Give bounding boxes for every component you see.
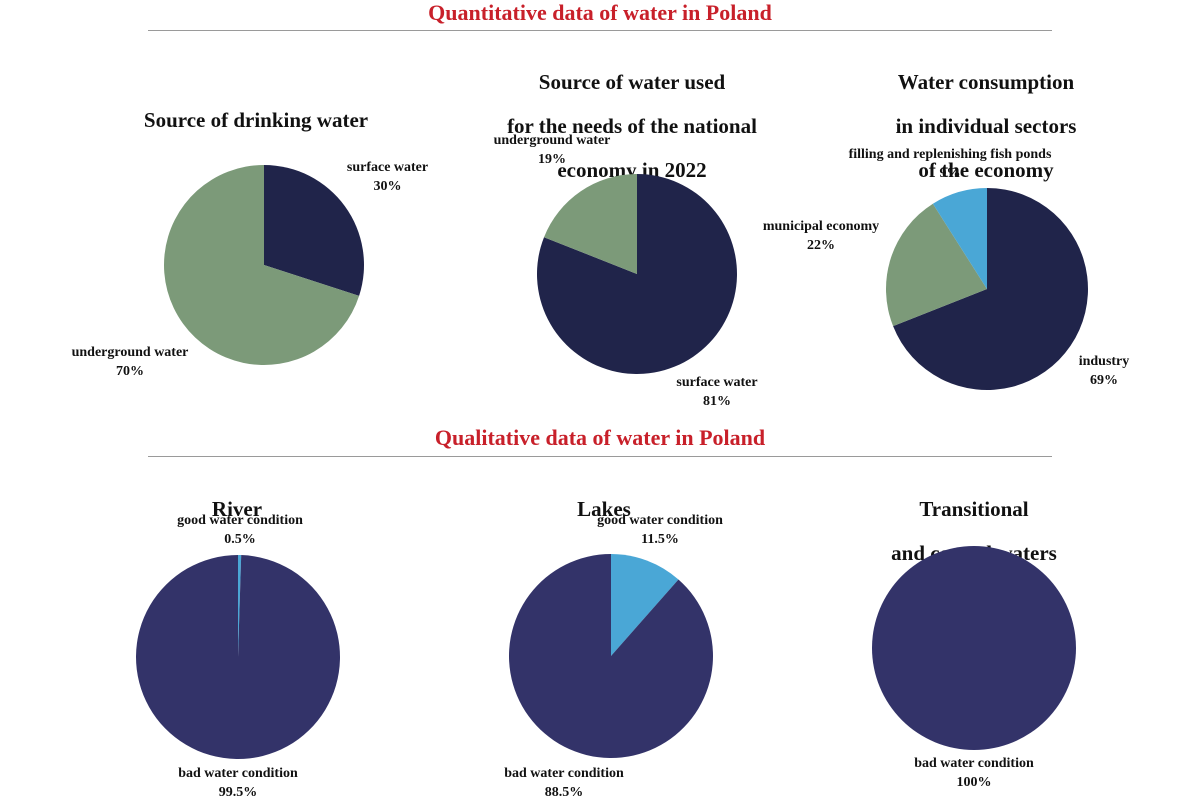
drinking-pie xyxy=(164,165,364,365)
coastal-label-bad: bad water condition 100% xyxy=(914,756,1034,790)
sectors-slice-filling-and-replenishing-fish-ponds xyxy=(932,188,987,289)
quantitative-section-title: Quantitative data of water in Poland xyxy=(428,0,772,25)
coastal-slice-bad-water-condition xyxy=(872,546,1076,750)
drinking-label-underground: underground water 70% xyxy=(71,345,189,379)
drinking-chart-title: Source of drinking water xyxy=(143,108,369,132)
economy-label-surface: surface water 81% xyxy=(676,375,758,409)
drinking-label-surface: surface water 30% xyxy=(346,160,429,194)
sectors-pie xyxy=(886,188,1088,390)
economy-pie xyxy=(537,174,737,374)
lakes-slice-bad-water-condition xyxy=(509,554,713,758)
river-chart-title: River xyxy=(211,497,263,521)
lakes-pie xyxy=(509,554,713,758)
river-slice-good-water-condition xyxy=(238,555,242,657)
sectors-label-industry: industry 69% xyxy=(1078,354,1130,388)
qualitative-divider xyxy=(148,456,1052,457)
quantitative-divider xyxy=(148,30,1052,31)
lakes-label-bad: bad water condition 88.5% xyxy=(504,766,624,800)
river-slice-bad-water-condition xyxy=(136,555,340,759)
lakes-label-good: good water condition 11.5% xyxy=(597,513,723,547)
economy-slice-underground-water xyxy=(544,174,637,274)
drinking-slice-underground-water xyxy=(164,165,360,365)
river-pie xyxy=(136,555,340,759)
river-label-good: good water condition 0.5% xyxy=(177,513,303,547)
sectors-chart-title: Water consumption in individual sectors … xyxy=(895,70,1077,182)
qualitative-section-title: Qualitative data of water in Poland xyxy=(434,425,766,450)
sectors-label-municipal: municipal economy 22% xyxy=(762,219,880,253)
lakes-chart-title: Lakes xyxy=(577,497,631,521)
river-label-bad: bad water condition 99.5% xyxy=(178,766,298,800)
drinking-slice-surface-water xyxy=(264,165,364,296)
coastal-pie xyxy=(872,546,1076,750)
economy-label-underground: underground water 19% xyxy=(493,133,611,167)
sectors-slice-municipal-economy xyxy=(886,203,987,327)
sectors-slice-industry xyxy=(893,188,1088,390)
economy-chart-title: Source of water used for the needs of th… xyxy=(507,70,757,182)
sectors-label-fish-ponds: filling and replenishing fish ponds 9% xyxy=(848,147,1052,181)
lakes-slice-good-water-condition xyxy=(611,554,679,656)
